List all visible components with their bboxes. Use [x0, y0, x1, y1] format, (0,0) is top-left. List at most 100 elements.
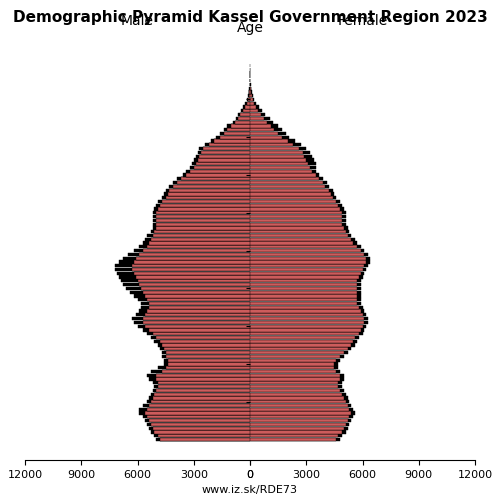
Bar	[250, 344, 351, 346]
Bar	[166, 351, 250, 354]
Bar	[149, 328, 250, 332]
Bar	[162, 344, 250, 346]
Bar	[149, 306, 250, 309]
Bar	[250, 128, 282, 132]
Bar	[250, 332, 362, 336]
Bar	[250, 90, 252, 94]
Bar	[149, 396, 250, 400]
Bar	[154, 430, 250, 434]
Bar	[250, 113, 265, 116]
Bar	[150, 400, 250, 404]
Bar	[158, 344, 250, 346]
Bar	[149, 404, 250, 407]
Bar	[250, 143, 293, 146]
Bar	[126, 287, 250, 290]
Bar	[250, 385, 342, 388]
Bar	[177, 181, 250, 184]
Bar	[143, 321, 250, 324]
Bar	[208, 143, 250, 146]
Bar	[250, 298, 360, 302]
Bar	[250, 283, 360, 286]
Bar	[250, 347, 351, 350]
Bar	[166, 355, 250, 358]
Bar	[250, 416, 350, 418]
Bar	[250, 294, 357, 298]
Bar	[160, 340, 250, 343]
Bar	[250, 204, 338, 207]
Bar	[250, 276, 359, 278]
Bar	[250, 324, 362, 328]
Bar	[233, 120, 250, 124]
Bar	[132, 264, 250, 268]
Bar	[150, 336, 250, 339]
Bar	[198, 158, 250, 162]
Bar	[147, 400, 250, 404]
Bar	[224, 132, 250, 135]
Bar	[149, 328, 250, 332]
Bar	[250, 370, 336, 373]
Bar	[250, 226, 348, 230]
Bar	[250, 268, 362, 271]
Bar	[158, 208, 250, 210]
Bar	[142, 287, 250, 290]
Bar	[168, 358, 250, 362]
Bar	[250, 234, 351, 237]
Bar	[250, 404, 351, 407]
Bar	[149, 242, 250, 244]
Bar	[250, 234, 348, 237]
Bar	[162, 200, 250, 203]
Bar	[250, 362, 338, 366]
Bar	[170, 188, 250, 192]
Bar	[246, 102, 250, 105]
Bar	[160, 347, 250, 350]
Bar	[250, 242, 353, 244]
Bar	[149, 306, 250, 309]
Bar	[250, 385, 338, 388]
Bar	[231, 124, 250, 128]
Bar	[250, 434, 342, 438]
Bar	[250, 370, 340, 373]
Bar	[145, 324, 250, 328]
Bar	[152, 234, 250, 237]
Bar	[119, 276, 250, 278]
Bar	[149, 378, 250, 380]
Bar	[250, 396, 344, 400]
Bar	[154, 430, 250, 434]
Bar	[156, 336, 250, 339]
Bar	[250, 287, 357, 290]
Bar	[158, 381, 250, 384]
Bar	[250, 392, 346, 396]
Bar	[164, 347, 250, 350]
Bar	[200, 147, 250, 150]
Bar	[150, 430, 250, 434]
Bar	[250, 230, 346, 234]
Bar	[250, 177, 323, 180]
Bar	[250, 423, 346, 426]
Bar	[250, 238, 351, 241]
Bar	[250, 242, 357, 244]
Bar	[196, 162, 250, 166]
Bar	[248, 94, 250, 98]
Bar	[250, 102, 256, 105]
Bar	[250, 438, 340, 441]
Bar	[231, 124, 250, 128]
Bar	[150, 238, 250, 241]
Bar	[145, 412, 250, 414]
Bar	[250, 283, 357, 286]
Bar	[250, 230, 350, 234]
Bar	[142, 302, 250, 305]
Bar	[143, 249, 250, 252]
Bar	[250, 306, 359, 309]
Bar	[145, 324, 250, 328]
Bar	[250, 313, 362, 316]
Bar	[156, 211, 250, 214]
Bar	[168, 362, 250, 366]
Bar	[250, 438, 336, 441]
Bar	[250, 117, 270, 120]
Bar	[250, 434, 338, 438]
Bar	[250, 302, 357, 305]
Bar	[147, 416, 250, 418]
Bar	[250, 106, 256, 108]
Bar	[147, 298, 250, 302]
Bar	[250, 276, 362, 278]
